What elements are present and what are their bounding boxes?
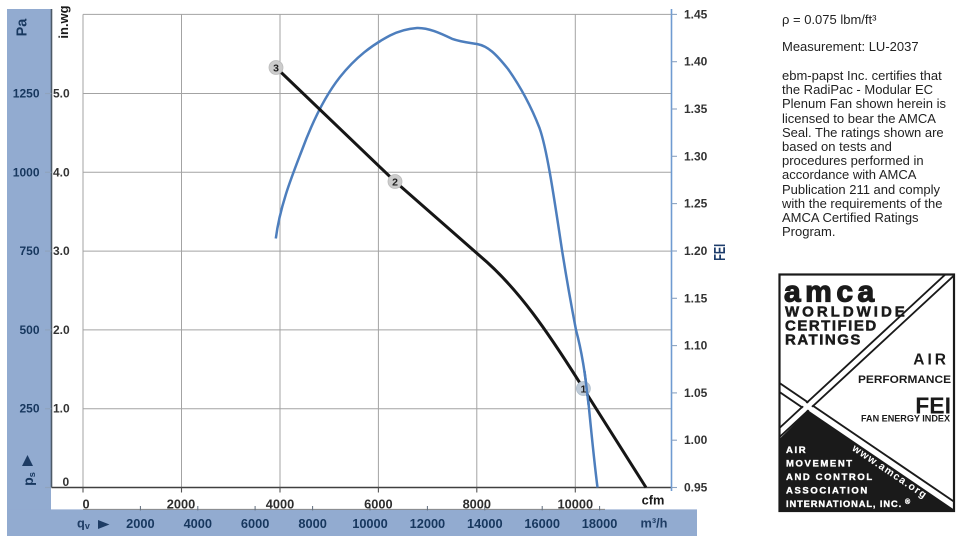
svg-text:1.05: 1.05 [684, 386, 708, 400]
svg-text:FAN ENERGY INDEX: FAN ENERGY INDEX [861, 414, 950, 424]
svg-text:1.40: 1.40 [684, 55, 708, 69]
svg-text:500: 500 [19, 323, 39, 337]
svg-text:3: 3 [273, 62, 279, 74]
svg-text:1250: 1250 [13, 87, 40, 101]
svg-text:1.35: 1.35 [684, 102, 708, 116]
svg-text:FEI: FEI [915, 393, 951, 419]
svg-text:10000: 10000 [352, 516, 388, 531]
svg-text:4.0: 4.0 [53, 165, 70, 179]
svg-text:8000: 8000 [298, 516, 326, 531]
svg-text:250: 250 [19, 402, 39, 416]
svg-text:1.0: 1.0 [53, 402, 70, 416]
svg-text:750: 750 [19, 244, 39, 258]
svg-text:RATINGS: RATINGS [785, 332, 862, 349]
svg-text:2000: 2000 [126, 516, 154, 531]
svg-text:2: 2 [392, 176, 398, 188]
svg-text:WORLDWIDE: WORLDWIDE [785, 304, 908, 321]
svg-text:4000: 4000 [184, 516, 212, 531]
svg-text:2000: 2000 [167, 496, 195, 511]
svg-text:8000: 8000 [463, 496, 491, 511]
svg-text:18000: 18000 [582, 516, 618, 531]
svg-text:INTERNATIONAL, INC. ®: INTERNATIONAL, INC. ® [786, 498, 911, 509]
svg-text:1.10: 1.10 [684, 339, 708, 353]
svg-text:5.0: 5.0 [53, 87, 70, 101]
svg-text:amca: amca [784, 276, 879, 309]
svg-text:1.30: 1.30 [684, 149, 708, 163]
svg-text:AIR: AIR [913, 352, 949, 369]
svg-text:in.wg: in.wg [56, 5, 71, 38]
svg-text:0: 0 [63, 475, 70, 489]
svg-text:10000: 10000 [558, 496, 594, 511]
svg-text:cfm: cfm [642, 493, 665, 508]
svg-text:14000: 14000 [467, 516, 503, 531]
svg-text:1.15: 1.15 [684, 291, 708, 305]
svg-text:16000: 16000 [524, 516, 560, 531]
svg-text:PERFORMANCE: PERFORMANCE [858, 374, 951, 386]
svg-text:MOVEMENT: MOVEMENT [786, 459, 854, 470]
svg-text:3.0: 3.0 [53, 244, 70, 258]
svg-text:1.45: 1.45 [684, 7, 708, 21]
svg-text:6000: 6000 [241, 516, 269, 531]
svg-text:CERTIFIED: CERTIFIED [785, 318, 878, 335]
svg-text:0: 0 [82, 496, 89, 511]
svg-text:1.00: 1.00 [684, 433, 708, 447]
svg-text:1000: 1000 [13, 165, 40, 179]
svg-text:m³/h: m³/h [640, 516, 667, 531]
svg-text:FEI: FEI [712, 244, 729, 261]
svg-text:0.95: 0.95 [684, 481, 708, 495]
svg-text:AND CONTROL: AND CONTROL [786, 472, 874, 483]
svg-text:1.20: 1.20 [684, 244, 708, 258]
svg-text:ASSOCIATION: ASSOCIATION [786, 486, 869, 497]
svg-text:4000: 4000 [266, 496, 294, 511]
svg-text:AIR: AIR [786, 445, 807, 456]
svg-text:1.25: 1.25 [684, 197, 708, 211]
svg-text:6000: 6000 [364, 496, 392, 511]
svg-text:12000: 12000 [410, 516, 446, 531]
svg-text:Pa: Pa [15, 18, 31, 37]
svg-text:1: 1 [580, 383, 586, 395]
svg-text:2.0: 2.0 [53, 323, 70, 337]
